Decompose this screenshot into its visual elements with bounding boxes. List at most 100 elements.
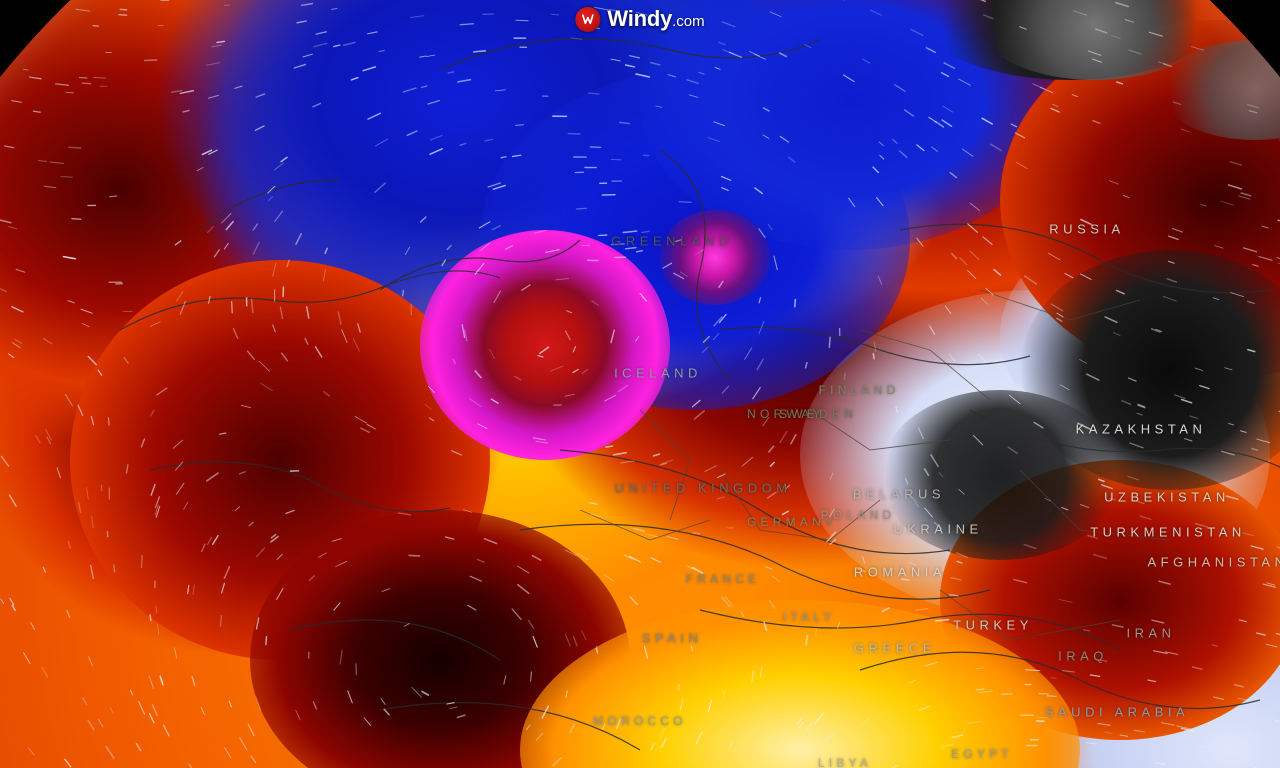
wind-particle	[610, 329, 615, 344]
wind-particle	[1122, 194, 1130, 199]
wind-particle	[756, 358, 764, 371]
wind-particle	[410, 15, 425, 19]
windy-w-logo-icon	[575, 6, 601, 32]
wind-particle	[1256, 632, 1266, 636]
wind-particle	[539, 346, 550, 355]
wind-particle	[250, 298, 254, 314]
wind-particle	[259, 361, 271, 372]
wind-particle	[457, 78, 472, 83]
wind-particle	[1050, 303, 1064, 312]
wind-particle	[483, 537, 498, 545]
wind-particle	[404, 246, 411, 255]
wind-particle	[337, 311, 342, 325]
wind-particle	[216, 40, 226, 44]
wind-particle	[419, 216, 427, 223]
windy-brand-text: Windy.com	[607, 6, 704, 32]
wind-particle	[1071, 94, 1078, 98]
wind-particle	[1242, 247, 1258, 253]
wind-particle	[406, 130, 418, 137]
wind-particle	[67, 540, 71, 549]
wind-particle	[135, 742, 142, 752]
wind-particle	[280, 352, 289, 362]
wind-particle	[977, 353, 986, 362]
wind-particle	[1230, 292, 1245, 298]
wind-particle	[572, 368, 579, 374]
wind-particle	[223, 746, 232, 759]
wind-particle	[456, 714, 466, 719]
wind-particle	[951, 734, 964, 739]
wind-particle	[1073, 10, 1088, 16]
wind-particle	[170, 89, 183, 94]
wind-particle	[1079, 503, 1090, 509]
wind-particle	[872, 166, 879, 174]
wind-particle	[722, 690, 726, 698]
wind-particle	[383, 708, 390, 716]
windy-logo[interactable]: Windy.com	[575, 6, 705, 32]
wind-particle	[196, 167, 204, 172]
wind-particle	[924, 507, 933, 518]
wind-particle	[232, 328, 239, 339]
wind-particle	[639, 292, 647, 302]
country-label: FINLAND	[818, 383, 900, 397]
wind-particle	[942, 105, 953, 113]
wind-particle	[305, 306, 310, 319]
country-label: UZBEKISTAN	[1104, 489, 1230, 505]
wind-particle	[347, 690, 353, 704]
wind-particle	[28, 747, 35, 756]
wind-particle	[1109, 180, 1119, 185]
wind-particle	[67, 146, 82, 149]
wind-particle	[610, 158, 622, 161]
wind-particle	[981, 117, 993, 125]
wind-particle	[80, 308, 93, 314]
wind-particle	[758, 297, 762, 304]
wind-particle	[982, 236, 993, 246]
wind-particle	[605, 445, 614, 448]
wind-particle	[255, 617, 260, 630]
wind-particle	[693, 410, 705, 420]
country-label: ROMANIA	[853, 564, 947, 580]
country-label: SWEDEN	[779, 407, 857, 421]
wind-particle	[86, 487, 89, 500]
country-label: ICELAND	[614, 365, 702, 381]
wind-particle	[487, 182, 501, 188]
wind-particle	[1098, 478, 1105, 483]
wind-particle	[695, 249, 705, 255]
wind-particle	[1087, 50, 1102, 56]
wind-particle	[187, 585, 190, 595]
wind-particle	[1233, 684, 1244, 688]
wind-particle	[118, 14, 128, 16]
wind-particle	[769, 600, 775, 609]
wind-particle	[531, 554, 542, 561]
wind-particle	[322, 268, 326, 282]
wind-particle	[533, 229, 547, 234]
wind-particle	[1017, 385, 1026, 392]
wind-particle	[655, 105, 663, 108]
wind-particle	[148, 712, 155, 724]
wind-particle	[225, 220, 234, 231]
wind-particle	[628, 555, 642, 563]
country-label: UKRAINE	[893, 521, 983, 537]
wind-particle	[949, 171, 958, 179]
wind-particle	[113, 564, 116, 573]
wind-particle	[718, 280, 724, 289]
wind-particle	[42, 566, 47, 573]
wind-particle	[943, 62, 956, 70]
wind-particle	[1119, 734, 1129, 737]
wind-particle	[878, 141, 884, 147]
wind-particle	[239, 471, 246, 475]
wind-particle	[250, 755, 257, 764]
wind-particle	[1127, 377, 1137, 382]
wind-particle	[690, 645, 694, 652]
wind-particle	[188, 763, 193, 768]
wind-particle	[1167, 235, 1179, 241]
wind-particle	[565, 633, 571, 647]
wind-particle	[765, 566, 773, 570]
wind-particle	[707, 137, 720, 142]
country-label: RUSSIA	[1049, 221, 1125, 237]
wind-particle	[721, 385, 730, 394]
wind-particle	[976, 380, 982, 386]
wind-particle	[430, 134, 443, 141]
wind-particle	[91, 515, 94, 529]
wind-particle	[9, 597, 15, 606]
